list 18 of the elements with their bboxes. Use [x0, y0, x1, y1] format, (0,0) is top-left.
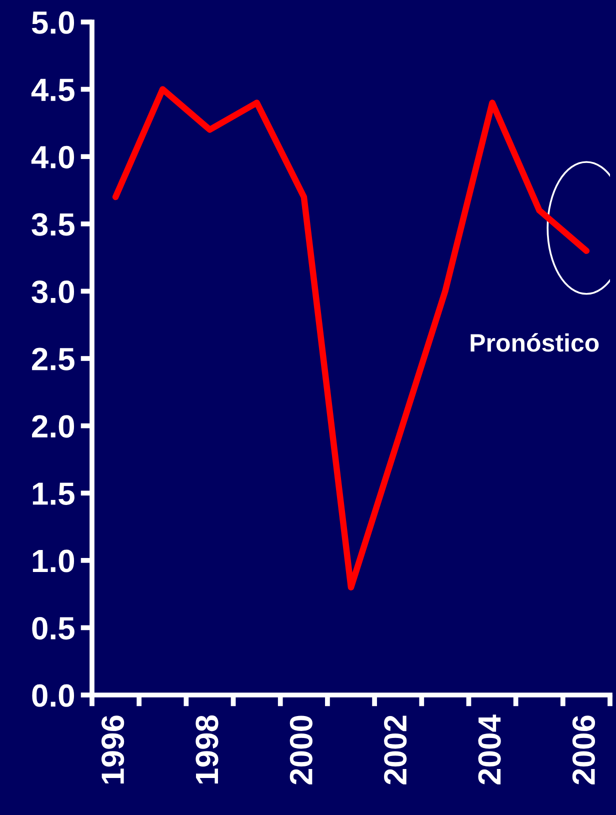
y-tick-label: 2.0: [32, 415, 74, 438]
x-tick-label: 1996: [102, 716, 124, 784]
y-tick-label: 0.0: [32, 684, 74, 707]
x-tick-label: 2004: [478, 714, 501, 784]
y-tick-label: 0.5: [32, 616, 74, 640]
x-tick-label: 2006: [572, 716, 596, 784]
y-tick-label: 2.5: [32, 348, 74, 370]
y-tick-label: 3.5: [32, 213, 74, 236]
y-tick-label: 1.0: [32, 550, 74, 572]
y-tick-label: 1.5: [32, 482, 74, 505]
x-tick-label: 2000: [290, 716, 312, 784]
x-tick-label: 1998: [196, 715, 218, 784]
y-tick-label: 4.5: [31, 78, 74, 102]
y-tick-label: 3.0: [32, 280, 74, 304]
x-tick-label: 2002: [384, 716, 407, 784]
y-tick-label: 5.0: [32, 11, 74, 34]
annotation: Pronóstico: [470, 333, 599, 352]
y-tick-label: 4.0: [31, 146, 74, 168]
